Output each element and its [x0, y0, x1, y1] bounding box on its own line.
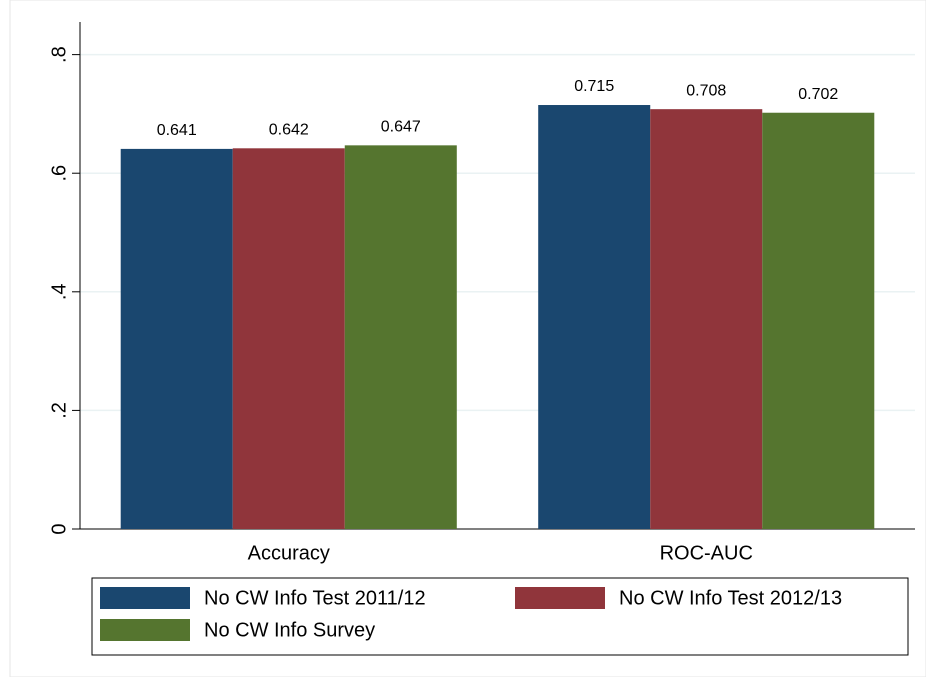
y-tick-label: .2: [48, 402, 70, 419]
y-tick-label: 0: [48, 523, 70, 534]
legend-box: [91, 577, 909, 656]
bar: [344, 145, 457, 530]
legend-label: No CW Info Survey: [204, 619, 375, 641]
y-tick-label: .8: [48, 46, 70, 63]
data-label: 0.715: [574, 78, 614, 95]
legend-swatch: [100, 587, 190, 609]
legend-swatch: [515, 587, 605, 609]
legend-swatch: [100, 619, 190, 641]
bar: [762, 112, 875, 529]
data-label: 0.647: [381, 119, 421, 136]
bar: [232, 148, 345, 529]
x-tick-label: ROC-AUC: [660, 542, 753, 564]
bar: [120, 148, 233, 529]
data-label: 0.642: [269, 122, 309, 139]
legend-label: No CW Info Test 2011/12: [204, 587, 426, 609]
bar: [538, 105, 651, 529]
data-label: 0.641: [157, 122, 197, 139]
data-label: 0.708: [686, 82, 726, 99]
data-label: 0.702: [798, 86, 838, 103]
y-tick-label: .4: [48, 283, 70, 300]
bar: [650, 109, 763, 529]
y-tick-label: .6: [48, 165, 70, 182]
legend-label: No CW Info Test 2012/13: [619, 587, 842, 609]
x-tick-label: Accuracy: [248, 542, 330, 564]
